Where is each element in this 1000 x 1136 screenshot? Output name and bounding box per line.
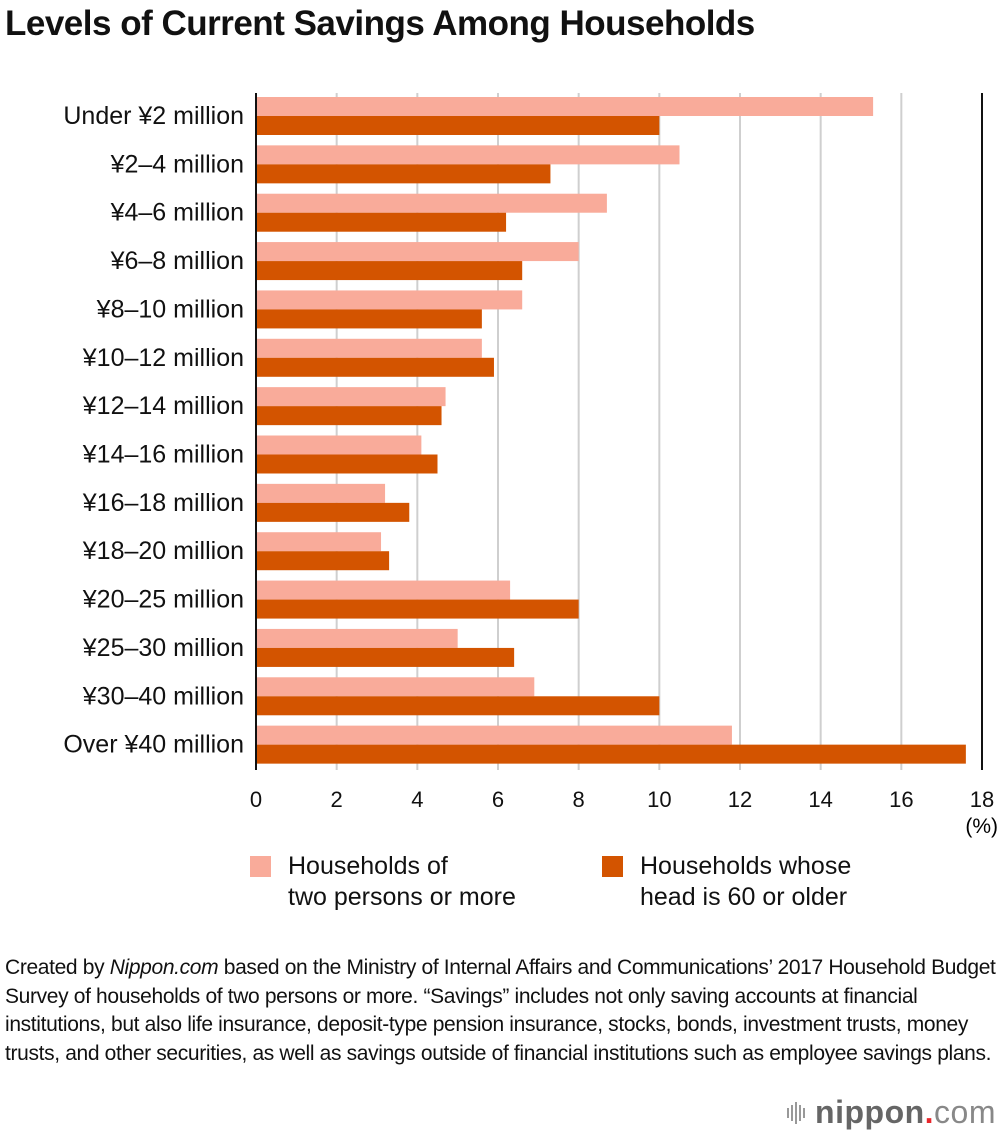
bar-two-plus-households: [256, 290, 523, 310]
legend-item-series-2: Households whose head is 60 or older: [602, 851, 851, 913]
bar-head-60-plus: [256, 116, 660, 135]
x-tick-label: 8: [573, 787, 585, 812]
x-tick-label: 4: [411, 787, 423, 812]
bar-two-plus-households: [256, 145, 680, 165]
bar-head-60-plus: [256, 454, 438, 474]
bar-head-60-plus: [256, 164, 551, 184]
category-label: ¥30–40 million: [82, 682, 244, 710]
bar-two-plus-households: [256, 193, 607, 213]
bar-two-plus-households: [256, 580, 511, 600]
x-tick-label: 12: [728, 787, 752, 812]
bar-two-plus-households: [256, 483, 386, 503]
category-label: ¥20–25 million: [82, 586, 244, 614]
bar-head-60-plus: [256, 309, 482, 329]
category-labels: Under ¥2 million ¥2–4 million ¥4–6 million…: [63, 102, 244, 759]
category-label: ¥25–30 million: [82, 634, 244, 662]
chart-title: Levels of Current Savings Among Househol…: [5, 4, 755, 43]
legend-swatch: [250, 856, 271, 877]
bar-two-plus-households: [256, 435, 422, 455]
legend-label: Households of two persons or more: [288, 852, 516, 911]
category-label: ¥12–14 million: [82, 392, 244, 420]
category-label: ¥4–6 million: [110, 199, 244, 227]
category-label: ¥10–12 million: [82, 344, 244, 372]
x-tick-label: 14: [808, 787, 832, 812]
category-label: Over ¥40 million: [63, 731, 244, 759]
x-tick-label: 16: [889, 787, 913, 812]
nippon-logo: nippon. com: [787, 1094, 996, 1131]
bar-two-plus-households: [256, 628, 458, 648]
bar-head-60-plus: [256, 357, 494, 377]
category-label: ¥2–4 million: [110, 150, 244, 178]
legend-label: Households whose head is 60 or older: [640, 852, 852, 911]
bar-head-60-plus: [256, 744, 966, 764]
category-label: ¥16–18 million: [82, 489, 244, 517]
sound-bars-icon: [787, 1101, 807, 1124]
bar-head-60-plus: [256, 406, 442, 426]
bar-head-60-plus: [256, 647, 515, 667]
unit-label: (%): [965, 815, 998, 838]
bar-head-60-plus: [256, 502, 410, 522]
legend-swatch: [602, 856, 623, 877]
x-tick-label: 6: [492, 787, 504, 812]
x-tick-label: 10: [647, 787, 671, 812]
x-tick-label: 2: [331, 787, 343, 812]
category-label: ¥18–20 million: [82, 537, 244, 565]
x-tick-label: 18: [970, 787, 994, 812]
bar-head-60-plus: [256, 212, 507, 232]
category-label: ¥8–10 million: [96, 295, 244, 323]
bar-head-60-plus: [256, 599, 579, 619]
bar-head-60-plus: [256, 261, 523, 281]
axes: [255, 93, 983, 770]
category-label: Under ¥2 million: [63, 102, 244, 130]
bar-two-plus-households: [256, 97, 874, 116]
bar-two-plus-households: [256, 242, 579, 262]
legend-item-series-1: Households of two persons or more: [250, 851, 516, 913]
category-label: ¥6–8 million: [110, 247, 244, 275]
source-brand: Nippon.com: [109, 956, 219, 979]
bar-two-plus-households: [256, 677, 535, 697]
bar-chart: Under ¥2 million ¥2–4 million ¥4–6 million…: [63, 93, 998, 838]
bar-head-60-plus: [256, 551, 390, 571]
bars: [256, 97, 966, 764]
category-label: ¥14–16 million: [82, 441, 244, 469]
bar-two-plus-households: [256, 725, 732, 745]
bar-two-plus-households: [256, 532, 382, 552]
bar-two-plus-households: [256, 387, 446, 407]
x-tick-labels: 0 2 4 6 8 10 12 14 16 18: [250, 787, 994, 812]
bar-two-plus-households: [256, 338, 482, 358]
source-note: Created by Nippon.com based on the Minis…: [5, 956, 996, 1065]
x-tick-label: 0: [250, 787, 262, 812]
bar-head-60-plus: [256, 696, 660, 716]
